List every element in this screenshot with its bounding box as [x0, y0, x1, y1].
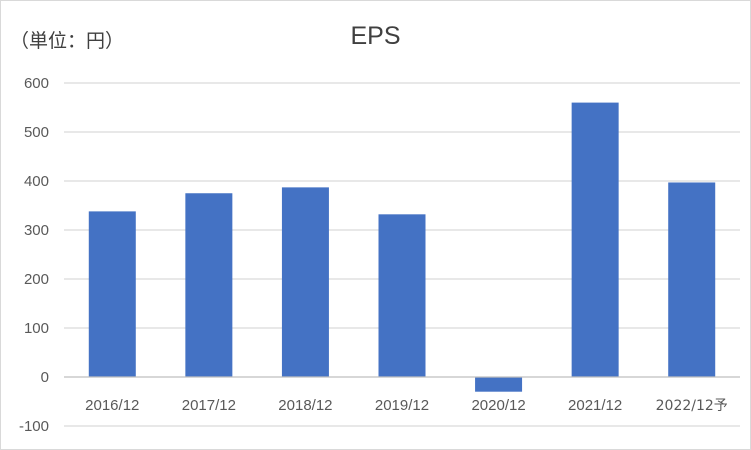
chart-title: EPS	[350, 22, 401, 50]
bar	[185, 193, 233, 377]
x-tick-label: 2016/12	[85, 397, 139, 414]
x-tick-label: 2022/12予	[656, 398, 728, 414]
bar	[378, 214, 426, 377]
bar	[571, 102, 619, 377]
x-tick-label: 2021/12	[568, 397, 622, 414]
unit-label: （単位：円）	[10, 30, 125, 52]
bar	[88, 211, 136, 377]
labels: 600 500 400 300 200 100 0 -100 2016/12 2017/12 201…	[19, 75, 728, 435]
bar	[668, 182, 716, 377]
y-tick-label: 200	[24, 271, 49, 288]
x-tick-label: 2019/12	[375, 397, 429, 414]
y-tick-label: 400	[24, 173, 49, 190]
y-tick-label: -100	[19, 418, 49, 435]
y-tick-label: 600	[24, 75, 49, 92]
y-tick-label: 300	[24, 222, 49, 239]
bar	[281, 187, 329, 377]
y-tick-label: 0	[41, 369, 49, 386]
bar	[475, 377, 523, 392]
bars	[88, 102, 716, 392]
x-tick-label: 2017/12	[182, 397, 236, 414]
y-tick-label: 100	[24, 320, 49, 337]
x-tick-label: 2018/12	[278, 397, 332, 414]
x-tick-label: 2020/12	[471, 397, 525, 414]
y-tick-label: 500	[24, 124, 49, 141]
